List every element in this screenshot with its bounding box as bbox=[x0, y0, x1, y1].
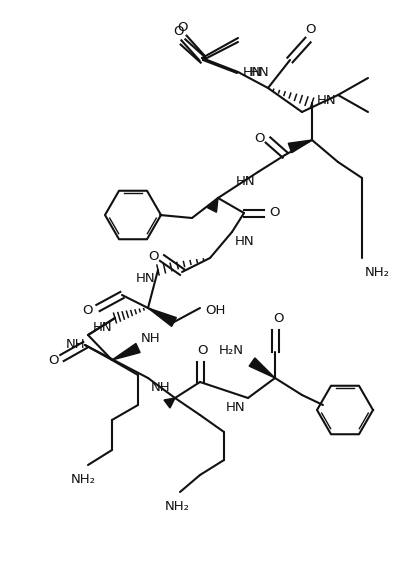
Text: OH: OH bbox=[205, 303, 225, 316]
Polygon shape bbox=[164, 398, 175, 408]
Text: O: O bbox=[273, 312, 283, 325]
Polygon shape bbox=[208, 198, 218, 212]
Polygon shape bbox=[148, 308, 176, 327]
Text: O: O bbox=[149, 249, 159, 263]
Text: HN: HN bbox=[92, 321, 112, 334]
Text: HN: HN bbox=[235, 175, 255, 188]
Polygon shape bbox=[288, 140, 312, 153]
Text: O: O bbox=[173, 25, 183, 38]
Text: O: O bbox=[48, 353, 59, 366]
Polygon shape bbox=[249, 358, 275, 378]
Text: NH: NH bbox=[151, 381, 171, 394]
Text: HN: HN bbox=[225, 401, 245, 414]
Text: O: O bbox=[269, 206, 280, 219]
Text: O: O bbox=[254, 132, 265, 145]
Text: H₂N: H₂N bbox=[219, 344, 244, 357]
Text: O: O bbox=[83, 303, 93, 316]
Text: HN: HN bbox=[250, 66, 269, 79]
Text: O: O bbox=[305, 23, 315, 36]
Text: NH₂: NH₂ bbox=[70, 473, 96, 486]
Text: NH₂: NH₂ bbox=[164, 500, 190, 513]
Polygon shape bbox=[112, 344, 140, 360]
Text: NH: NH bbox=[66, 338, 85, 351]
Text: HN: HN bbox=[235, 235, 255, 248]
Text: HN: HN bbox=[317, 95, 337, 108]
Text: NH₂: NH₂ bbox=[365, 266, 390, 279]
Text: O: O bbox=[177, 21, 187, 34]
Text: O: O bbox=[198, 344, 208, 357]
Text: NH: NH bbox=[141, 332, 161, 345]
Text: HN: HN bbox=[243, 66, 263, 78]
Text: HN: HN bbox=[136, 272, 155, 285]
